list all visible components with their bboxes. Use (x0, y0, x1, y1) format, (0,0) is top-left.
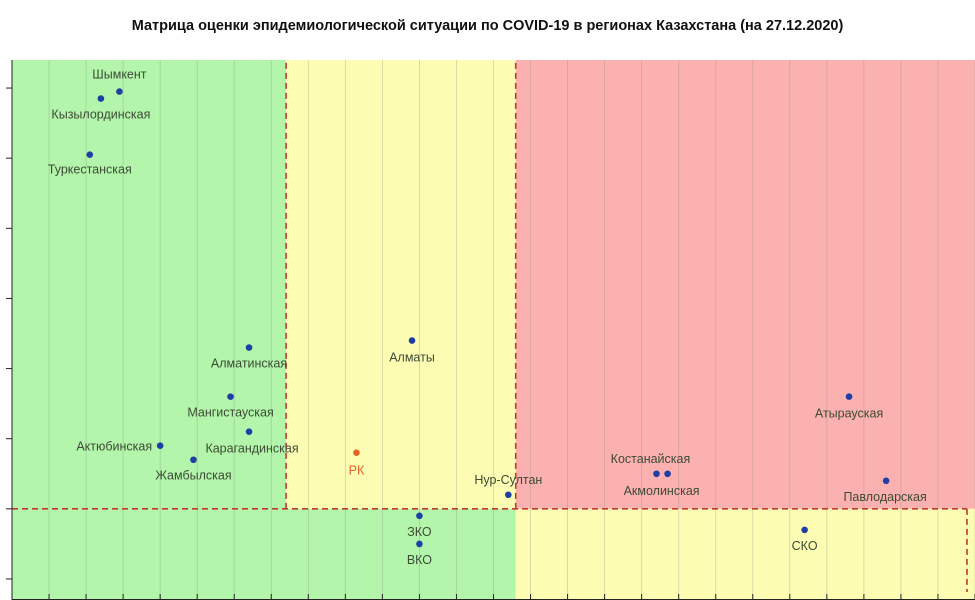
zone-4 (515, 508, 975, 600)
point-label-13: Костанайская (611, 452, 691, 466)
point-12 (416, 540, 423, 548)
point-label-14: Акмолинская (624, 484, 700, 498)
point-14 (664, 470, 671, 478)
point-label-17: СКО (792, 539, 818, 553)
grid-layer (48, 60, 975, 600)
zones-layer (12, 60, 975, 600)
point-label-10: Нур-Султан (474, 473, 542, 487)
zone-2 (515, 60, 975, 509)
point-15 (845, 393, 853, 400)
point-3 (245, 344, 253, 351)
point-5 (245, 428, 253, 435)
point-9 (353, 449, 360, 457)
point-label-0: Шымкент (92, 68, 146, 82)
point-label-1: Кызылординская (51, 108, 150, 122)
point-label-12: ВКО (407, 553, 432, 567)
labels-layer: Шымкент Кызылординская Туркестанская Алмати… (48, 68, 927, 567)
point-4 (227, 393, 234, 400)
point-11 (416, 512, 423, 520)
zone-3 (12, 508, 516, 600)
point-1 (97, 95, 105, 102)
point-label-4: Мангистауская (187, 406, 273, 420)
point-6 (156, 442, 164, 450)
point-label-9: РК (349, 464, 365, 478)
point-16 (882, 477, 890, 485)
point-label-3: Алматинская (211, 357, 287, 371)
point-label-8: Алматы (389, 351, 435, 365)
point-label-11: ЗКО (407, 525, 432, 539)
zone-1 (286, 60, 516, 509)
point-2 (86, 151, 94, 158)
chart-title: Матрица оценки эпидемиологической ситуац… (131, 18, 844, 34)
point-label-7: Жамбылская (155, 469, 231, 483)
point-label-6: Актюбинская (76, 440, 152, 454)
point-label-15: Атырауская (815, 407, 883, 421)
point-17 (801, 526, 808, 534)
point-10 (505, 491, 512, 499)
threshold-layer (12, 60, 968, 592)
point-0 (116, 88, 123, 95)
point-7 (190, 456, 197, 464)
zone-0 (12, 60, 287, 509)
point-8 (408, 337, 416, 344)
point-label-2: Туркестанская (48, 163, 132, 177)
points-layer (86, 88, 890, 548)
point-label-5: Карагандинская (205, 442, 298, 456)
point-label-16: Павлодарская (843, 490, 926, 504)
point-13 (653, 470, 660, 478)
